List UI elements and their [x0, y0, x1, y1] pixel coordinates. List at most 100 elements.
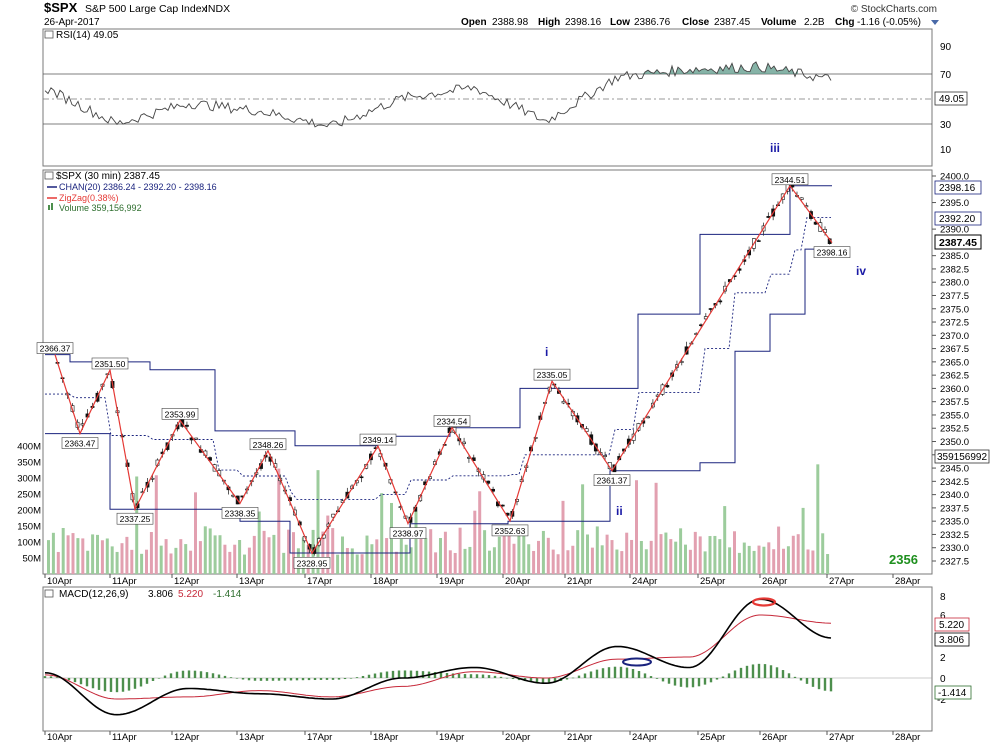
macd-hist-bar	[757, 663, 761, 678]
swing-label-2348.26: 2348.26	[253, 440, 284, 450]
macd-hist-bar	[673, 678, 677, 686]
volume-bar	[56, 551, 60, 574]
channel-mid-badge-text: 2392.20	[939, 214, 976, 225]
date-label-28Apr: 28Apr	[895, 732, 920, 743]
macd-hist-bar	[439, 672, 443, 678]
volume-legend: Volume 359,156,992	[59, 203, 142, 213]
macd-hist-bar	[127, 678, 131, 691]
volume-bar	[282, 552, 286, 574]
swing-label-2398.16: 2398.16	[817, 248, 848, 258]
volume-bar	[777, 526, 781, 574]
volume-bar	[537, 540, 540, 574]
macd-hist-bar	[205, 672, 209, 678]
price-tick-label: 2330.0	[940, 543, 969, 554]
date-axis-macd: 10Apr 11Apr 12Apr 13Apr 17Apr 18Apr 19Apr 20Apr…	[44, 731, 920, 743]
volume-bar	[772, 549, 776, 574]
macd-hist-bar	[331, 678, 335, 680]
rsi-tick-30: 30	[940, 120, 952, 131]
macd-hist-bar	[661, 678, 665, 682]
macd-hist-bar	[241, 678, 245, 680]
macd-hist-bar	[433, 672, 437, 678]
channel-upper-badge	[934, 180, 982, 195]
date-label-18Apr: 18Apr	[373, 576, 398, 587]
macd-hist-bar	[553, 678, 557, 683]
volume-bar	[556, 554, 560, 574]
chg-value: -1.16 (-0.05%)	[857, 17, 921, 28]
macd-hist-bar	[571, 677, 575, 679]
date-label-21Apr: 21Apr	[567, 576, 592, 587]
volume-bar	[257, 511, 261, 574]
macd-hist-bar	[619, 666, 623, 678]
volume-bar	[546, 537, 550, 574]
macd-hist-bar	[421, 671, 425, 678]
candle-body	[561, 401, 566, 404]
macd-hist-bar	[799, 678, 803, 681]
date-label-13Apr: 13Apr	[239, 576, 264, 587]
volume-bar	[218, 535, 222, 574]
macd-hist-bar	[313, 678, 317, 681]
macd-hist-bar	[259, 678, 263, 681]
volume-bar	[723, 506, 727, 574]
volume-bar	[595, 526, 599, 574]
volume-bar	[703, 551, 707, 574]
macd-badge	[934, 632, 970, 647]
rsi-panel: RSI(14) 49.05 90 70 30 10 49.05	[42, 28, 968, 167]
macd-hist-bar	[271, 678, 275, 681]
date-label-10Apr: 10Apr	[47, 576, 72, 587]
macd-hist-bar	[679, 678, 683, 687]
macd-hist-bar	[49, 676, 53, 678]
macd-tick-6: 6	[940, 611, 946, 622]
volume-bar	[355, 554, 359, 574]
rsi-settings-icon[interactable]	[44, 30, 54, 39]
macd-hist-bar	[55, 677, 59, 678]
volume-bar	[473, 510, 477, 574]
volume-bar	[414, 511, 418, 574]
macd-hist-bar	[187, 670, 191, 678]
wave-label-ii: ii	[616, 504, 623, 518]
swing-label-box	[91, 357, 129, 370]
volume-bar	[439, 538, 442, 574]
volume-bar	[600, 545, 604, 574]
volume-bar	[767, 542, 771, 574]
date-label-12Apr: 12Apr	[174, 576, 199, 587]
volume-bar	[649, 540, 653, 574]
volume-bar	[76, 538, 80, 574]
channel-mid-badge	[934, 211, 982, 226]
date-label-24Apr: 24Apr	[632, 576, 657, 587]
chan-legend: CHAN(20) 2386.24 - 2392.20 - 2398.16	[59, 182, 217, 192]
candle-body	[462, 441, 466, 444]
swing-label-box	[593, 474, 631, 486]
volume-bar	[262, 530, 266, 574]
volume-bar	[737, 552, 741, 574]
volume-bar	[47, 540, 50, 574]
macd-hist-bar	[715, 678, 719, 680]
macd-hist-bar	[307, 678, 311, 681]
swing-label-box	[36, 342, 74, 354]
close-value: 2387.45	[714, 17, 751, 28]
volume-bar	[287, 529, 291, 574]
macd-settings-icon[interactable]	[44, 589, 54, 598]
volume-bar	[527, 544, 531, 574]
volume-bar	[350, 548, 354, 574]
macd-hist-bar	[409, 670, 413, 678]
price-settings-icon[interactable]	[44, 171, 54, 180]
dropdown-arrow-icon[interactable]	[931, 20, 939, 25]
swing-label-box	[389, 527, 427, 539]
macd-hist-bar	[403, 670, 407, 678]
macd-hist-bar	[697, 678, 701, 687]
volume-bar	[419, 533, 423, 574]
macd-hist-bar	[355, 677, 359, 678]
swing-label-2353.99: 2353.99	[165, 409, 196, 419]
swing-labels: 2366.37 2363.47 2351.50 2337.25 2353.99 2338.…	[36, 173, 851, 569]
volume-bar	[635, 480, 638, 574]
macd-hist-bar	[175, 671, 179, 678]
volume-bar	[816, 464, 820, 574]
rsi-frame	[42, 28, 933, 167]
candle-body	[665, 385, 670, 388]
macd-hist-bar	[607, 667, 611, 678]
volume-bar	[786, 546, 790, 574]
volume-bar	[164, 539, 168, 574]
swing-label-box	[813, 246, 851, 258]
macd-hist-bar	[385, 671, 389, 678]
price-tick-label: 2332.5	[940, 530, 969, 541]
